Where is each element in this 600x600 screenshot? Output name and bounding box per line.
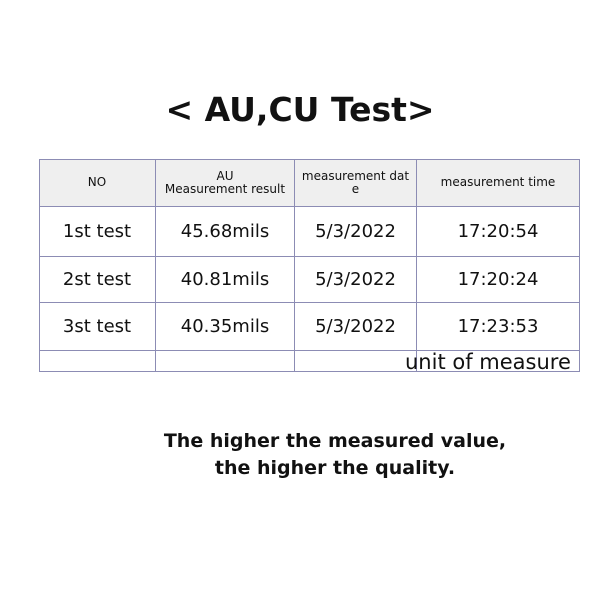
table-cell: 17:23:53 bbox=[417, 303, 580, 351]
unit-of-measure-label: unit of measure bbox=[405, 350, 571, 374]
header-cell: NO bbox=[39, 159, 156, 207]
empty-cell bbox=[39, 351, 156, 372]
table-cell: 5/3/2022 bbox=[295, 257, 417, 303]
table-cell-text: 17:20:54 bbox=[457, 221, 539, 242]
table-cell: 40.35mils bbox=[156, 303, 295, 351]
table-cell: 3st test bbox=[39, 303, 156, 351]
header-cell: AU Measurement result bbox=[156, 159, 295, 207]
note-line-1: The higher the measured value, bbox=[163, 430, 507, 452]
table-cell-text: 5/3/2022 bbox=[315, 316, 396, 337]
header-cell-text: NO bbox=[87, 175, 107, 189]
empty-cell bbox=[156, 351, 295, 372]
table-cell: 17:20:54 bbox=[417, 207, 580, 257]
header-cell-text: measurement time bbox=[440, 175, 556, 189]
table-cell-text: 3st test bbox=[62, 316, 132, 337]
table-cell: 17:20:24 bbox=[417, 257, 580, 303]
table-cell: 5/3/2022 bbox=[295, 303, 417, 351]
table-cell-text: 17:23:53 bbox=[457, 316, 539, 337]
table-cell: 1st test bbox=[39, 207, 156, 257]
table-cell: 45.68mils bbox=[156, 207, 295, 257]
header-cell: measurement time bbox=[417, 159, 580, 207]
table-cell-text: 2st test bbox=[62, 269, 132, 290]
table-cell: 5/3/2022 bbox=[295, 207, 417, 257]
table-cell: 2st test bbox=[39, 257, 156, 303]
page-title: < AU,CU Test> bbox=[165, 90, 435, 129]
header-cell: measurement dat e bbox=[295, 159, 417, 207]
empty-cell bbox=[417, 351, 580, 372]
table-cell-text: 40.81mils bbox=[180, 269, 270, 290]
header-cell-text: measurement dat e bbox=[301, 168, 410, 196]
table-cell-text: 5/3/2022 bbox=[315, 221, 396, 242]
empty-cell bbox=[295, 351, 417, 372]
measurement-table: NO AU Measurement result measurement dat e… bbox=[39, 159, 580, 372]
table-cell-text: 1st test bbox=[62, 221, 132, 242]
header-cell-text: AU Measurement result bbox=[164, 168, 286, 196]
table-cell-text: 17:20:24 bbox=[457, 269, 539, 290]
note-line-2: the higher the quality. bbox=[214, 457, 456, 479]
table-cell-text: 40.35mils bbox=[180, 316, 270, 337]
table-cell-text: 45.68mils bbox=[180, 221, 270, 242]
quality-note: The higher the measured value, the highe… bbox=[0, 428, 600, 482]
table-cell: 40.81mils bbox=[156, 257, 295, 303]
table-cell-text: 5/3/2022 bbox=[315, 269, 396, 290]
